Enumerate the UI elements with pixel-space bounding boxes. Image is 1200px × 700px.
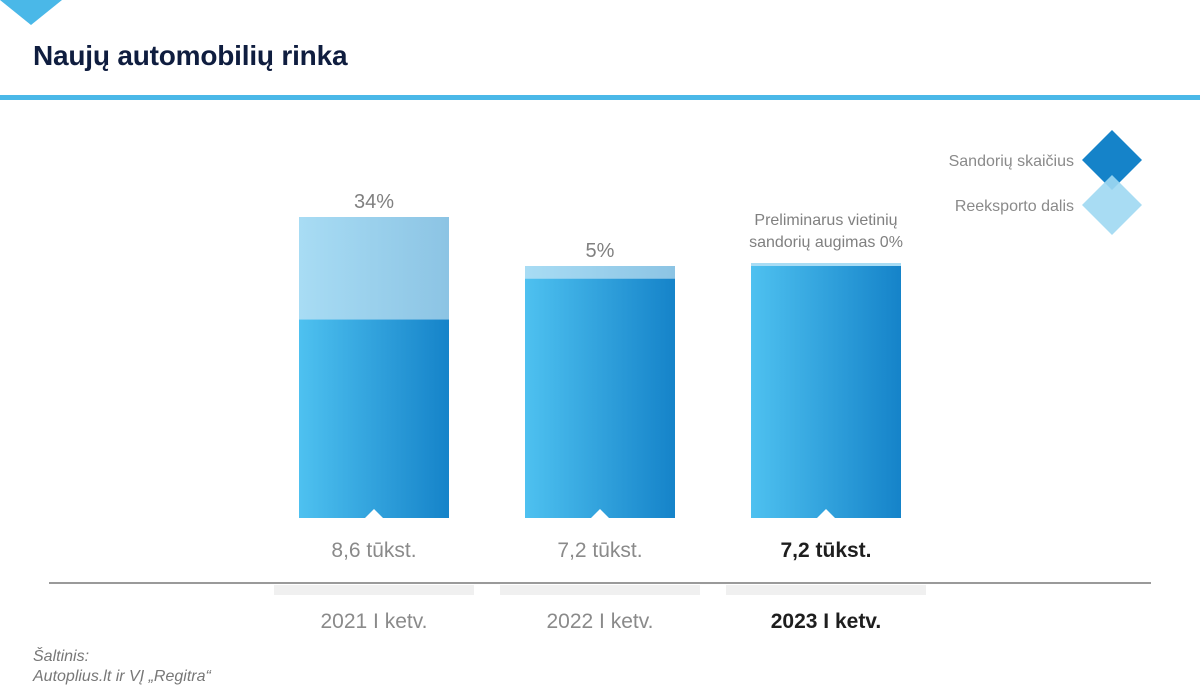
legend-label: Sandorių skaičius [949, 153, 1074, 170]
total-value-label: 8,6 tūkst. [331, 539, 416, 562]
category-label: 2023 I ketv. [771, 610, 882, 633]
source-text: Autoplius.lt ir VĮ „Regitra“ [33, 668, 211, 685]
title-divider [0, 95, 1200, 100]
legend-diamond-reeksporto [1082, 175, 1142, 235]
bar-reeksporto-dalis [525, 266, 675, 279]
category-band [500, 585, 700, 595]
total-value-label: 7,2 tūkst. [557, 539, 642, 562]
bar-sandoriu-skaicius [525, 278, 675, 518]
bar-reeksporto-dalis [751, 263, 901, 266]
bar-reeksporto-dalis [299, 217, 449, 320]
legend-label: Reeksporto dalis [955, 198, 1074, 215]
bar-notch [591, 509, 609, 518]
growth-note-label: sandorių augimas 0% [749, 234, 903, 251]
corner-triangle-mark [0, 0, 62, 25]
category-band [274, 585, 474, 595]
reexport-percent-label: 34% [354, 191, 394, 213]
category-label: 2022 I ketv. [546, 610, 653, 633]
legend-diamond-sandoriu [1082, 130, 1142, 190]
bar-notch [817, 509, 835, 518]
page-title: Naujų automobilių rinka [33, 40, 348, 71]
reexport-percent-label: 5% [586, 240, 615, 262]
source-heading: Šaltinis: [33, 648, 90, 665]
total-value-label: 7,2 tūkst. [780, 539, 871, 562]
bar-sandoriu-skaicius [299, 319, 449, 518]
bar-sandoriu-skaicius [751, 266, 901, 518]
category-label: 2021 I ketv. [320, 610, 427, 633]
source-note: Šaltinis: Autoplius.lt ir VĮ „Regitra“ [33, 647, 211, 687]
bar-notch [365, 509, 383, 518]
growth-note-label: Preliminarus vietinių [754, 212, 897, 229]
category-band [726, 585, 926, 595]
